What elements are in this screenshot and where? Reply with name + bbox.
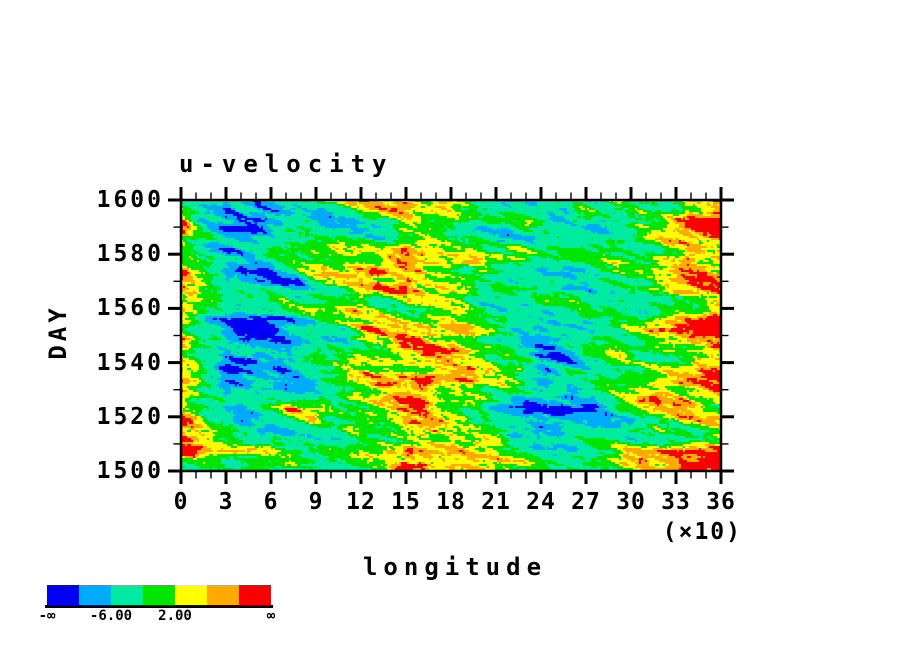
colorbar-label: ∞ bbox=[266, 608, 276, 624]
x-tick-label: 12 bbox=[346, 489, 376, 515]
colorbar-cell bbox=[79, 585, 111, 605]
colorbar-cell bbox=[175, 585, 207, 605]
x-tick-label: 18 bbox=[436, 489, 466, 515]
heatmap-field bbox=[181, 200, 721, 471]
x-axis-label: longitude bbox=[362, 553, 548, 581]
x-tick-label: 24 bbox=[526, 489, 556, 515]
colorbar-label: -6.00 bbox=[89, 608, 133, 624]
y-tick-label: 1520 bbox=[96, 403, 164, 430]
y-tick-label: 1540 bbox=[96, 349, 164, 376]
plot-frame bbox=[179, 198, 723, 473]
x-tick-label: 0 bbox=[173, 489, 189, 515]
x-tick-label: 36 bbox=[706, 489, 736, 515]
colorbar-cell bbox=[207, 585, 239, 605]
colorbar-cell bbox=[239, 585, 271, 605]
x-scale-note: (×10) bbox=[662, 519, 742, 545]
chart-title: u-velocity bbox=[179, 150, 394, 178]
y-tick-label: 1600 bbox=[96, 186, 164, 213]
x-tick-label: 30 bbox=[616, 489, 646, 515]
colorbar-label: -∞ bbox=[38, 608, 56, 624]
y-tick-label: 1500 bbox=[96, 457, 164, 484]
colorbar-cell bbox=[143, 585, 175, 605]
x-tick-label: 6 bbox=[263, 489, 279, 515]
x-tick-label: 27 bbox=[571, 489, 601, 515]
x-tick-label: 15 bbox=[391, 489, 421, 515]
x-tick-label: 9 bbox=[308, 489, 324, 515]
x-tick-label: 3 bbox=[218, 489, 234, 515]
x-tick-label: 21 bbox=[481, 489, 511, 515]
x-tick-label: 33 bbox=[661, 489, 691, 515]
y-tick-label: 1580 bbox=[96, 240, 164, 267]
y-tick-label: 1560 bbox=[96, 295, 164, 322]
colorbar-cell bbox=[111, 585, 143, 605]
colorbar-cell bbox=[47, 585, 79, 605]
colorbar-label: 2.00 bbox=[158, 608, 192, 624]
